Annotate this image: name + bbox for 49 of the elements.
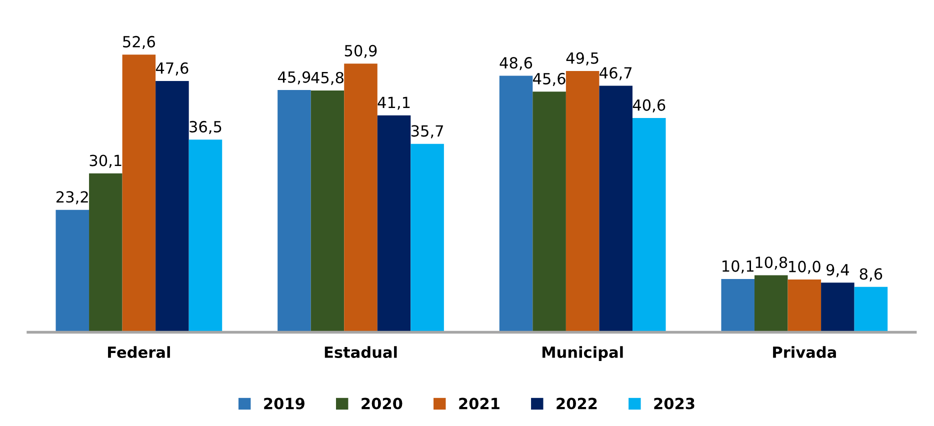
bar <box>156 81 189 332</box>
bar <box>532 92 566 332</box>
data-label: 41,1 <box>378 96 410 110</box>
x-tick-label: Municipal <box>542 346 623 361</box>
data-label: 45,8 <box>311 72 344 85</box>
data-label: 49,5 <box>566 52 598 66</box>
bar <box>499 76 533 332</box>
bar <box>310 90 344 332</box>
data-label: 45,9 <box>278 71 310 84</box>
data-label: 35,7 <box>411 125 444 138</box>
x-tick-label: Privada <box>773 346 836 358</box>
data-label: 45,6 <box>533 72 566 86</box>
bar <box>278 90 311 332</box>
data-label: 10,0 <box>789 260 820 274</box>
bar <box>754 275 788 332</box>
data-label: 40,6 <box>632 99 666 112</box>
data-label: 9,4 <box>826 264 849 278</box>
legend-label: 2022 <box>556 398 597 410</box>
data-label: 10,1 <box>722 260 754 274</box>
legend-label: 2023 <box>654 398 694 410</box>
bar <box>56 210 90 332</box>
bar <box>566 70 600 332</box>
x-tick-label: Estadual <box>324 346 397 358</box>
bar <box>721 278 754 332</box>
bar <box>377 115 411 332</box>
data-label: 36,5 <box>190 120 222 134</box>
data-label: 47,6 <box>156 62 188 76</box>
x-tick-label: Federal <box>108 346 170 358</box>
legend-label: 2019 <box>264 398 304 410</box>
bar <box>854 286 888 332</box>
bar <box>344 64 378 332</box>
bar <box>821 282 854 332</box>
data-label: 10,8 <box>756 256 788 270</box>
data-label: 30,1 <box>90 154 122 168</box>
data-label: 52,6 <box>123 36 155 50</box>
data-label: 23,2 <box>56 191 88 204</box>
legend-label: 2021 <box>459 398 500 410</box>
legend-label: 2020 <box>362 398 402 410</box>
data-label: 50,9 <box>344 44 377 58</box>
bar <box>122 54 156 332</box>
data-label: 8,6 <box>860 268 882 282</box>
bar <box>632 118 666 332</box>
data-label: 48,6 <box>500 57 532 70</box>
bar <box>410 144 444 332</box>
bar <box>788 279 822 332</box>
bar <box>188 140 222 332</box>
bar <box>599 86 632 332</box>
bar <box>89 173 122 332</box>
data-label: 46,7 <box>600 67 632 80</box>
